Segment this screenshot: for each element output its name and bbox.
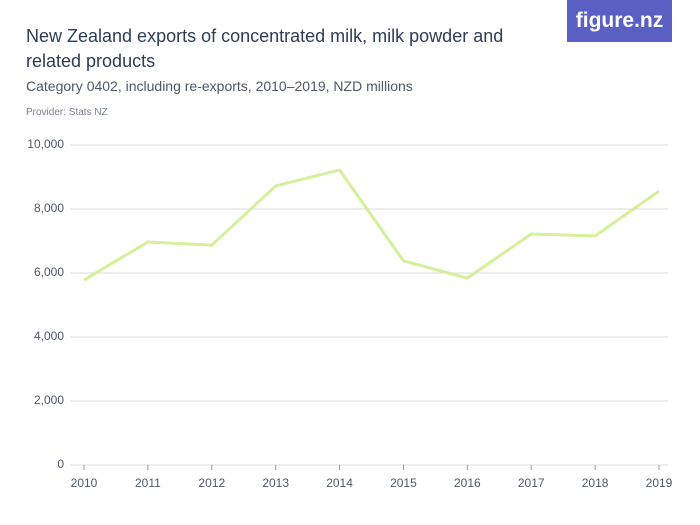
- x-tick-label: 2011: [135, 476, 161, 490]
- x-tick-label: 2010: [71, 476, 98, 490]
- y-tick-label: 10,000: [27, 137, 64, 151]
- chart-subtitle: Category 0402, including re-exports, 201…: [26, 78, 413, 94]
- y-tick-label: 4,000: [34, 329, 64, 343]
- y-tick-label: 0: [57, 457, 64, 471]
- x-tick-label: 2015: [390, 476, 417, 490]
- data-line: [83, 168, 660, 282]
- y-tick-label: 6,000: [34, 265, 64, 279]
- x-tick-label: 2014: [326, 476, 353, 490]
- x-tick-label: 2012: [198, 476, 225, 490]
- x-tick-label: 2017: [518, 476, 545, 490]
- x-tick-label: 2018: [582, 476, 609, 490]
- x-tick-label: 2013: [262, 476, 289, 490]
- logo[interactable]: figure.nz: [567, 0, 672, 42]
- x-tick-label: 2019: [646, 476, 673, 490]
- chart-title: New Zealand exports of concentrated milk…: [26, 26, 504, 71]
- x-tick-label: 2016: [454, 476, 481, 490]
- provider: Provider: Stats NZ: [26, 107, 108, 118]
- y-tick-label: 2,000: [34, 393, 64, 407]
- y-tick-label: 8,000: [34, 201, 64, 215]
